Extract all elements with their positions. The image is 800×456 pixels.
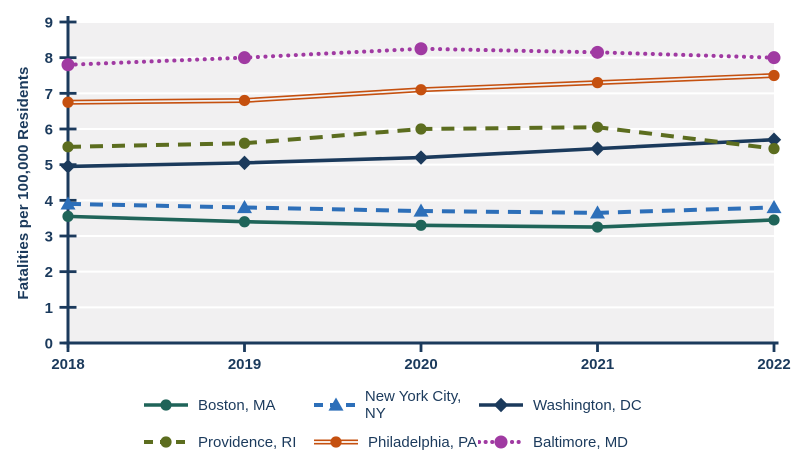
y-tick-label-4: 4 <box>45 193 54 210</box>
x-tick-2019 <box>243 343 246 352</box>
series-marker-providence-ri <box>768 143 780 155</box>
y-tick-1 <box>59 305 77 309</box>
series-marker-baltimore-md <box>494 435 508 449</box>
series-marker-providence-ri <box>62 141 74 153</box>
y-tick-label-3: 3 <box>45 229 53 246</box>
y-tick-label-1: 1 <box>45 300 53 317</box>
y-tick-label-6: 6 <box>45 122 53 139</box>
y-tick-label-8: 8 <box>45 50 53 67</box>
y-tick-label-2: 2 <box>45 264 53 281</box>
x-tick-2020 <box>419 343 423 352</box>
legend-item-washington-dc: Washington, DC <box>478 396 642 414</box>
legend-swatch-washington-dc <box>479 397 523 413</box>
y-tick-label-5: 5 <box>45 157 53 174</box>
series-marker-new-york-city-ny <box>766 199 782 214</box>
series-marker-boston-ma <box>160 399 172 411</box>
x-tick-2021 <box>596 343 599 352</box>
series-marker-new-york-city-ny <box>60 196 76 210</box>
x-tick-label-2019: 2019 <box>228 356 261 373</box>
x-tick-2022 <box>772 343 776 352</box>
series-marker-providence-ri <box>415 123 427 135</box>
series-marker-boston-ma <box>62 210 74 222</box>
series-marker-new-york-city-ny <box>328 397 344 411</box>
series-marker-baltimore-md <box>591 45 604 59</box>
legend-swatch-new-york-city-ny <box>314 397 356 411</box>
series-marker-philadelphia-pa <box>768 69 780 82</box>
legend-swatch-baltimore-md <box>478 435 524 449</box>
series-marker-baltimore-md <box>61 58 75 72</box>
y-tick-label-0: 0 <box>45 336 53 353</box>
legend-label-washington-dc: Washington, DC <box>533 396 642 414</box>
legend-item-new-york-city-ny: New York City, NY <box>313 388 478 422</box>
legend-row-1: Boston, MA New York City, NY Washington, D… <box>143 388 642 422</box>
series-marker-philadelphia-pa <box>591 77 604 89</box>
y-tick-label-7: 7 <box>45 86 53 103</box>
legend-label-philadelphia-pa: Philadelphia, PA <box>368 433 477 451</box>
x-tick-2018 <box>66 343 70 352</box>
series-marker-baltimore-md <box>767 51 781 65</box>
y-tick-8 <box>59 56 77 60</box>
series-marker-providence-ri <box>591 121 604 133</box>
series-marker-philadelphia-pa <box>238 94 251 107</box>
series-marker-washington-dc <box>766 132 782 147</box>
legend-swatch-boston-ma <box>144 399 188 411</box>
y-tick-3 <box>59 234 77 238</box>
series-marker-washington-dc <box>493 397 509 413</box>
series-marker-providence-ri <box>238 137 251 149</box>
series-marker-boston-ma <box>415 219 427 231</box>
series-marker-washington-dc <box>413 150 429 165</box>
y-tick-label-9: 9 <box>45 15 53 32</box>
fatalities-line-chart: 0 1 2 3 4 5 6 7 8 9 2018 2019 2020 2021 2022 <box>45 15 791 374</box>
series-marker-new-york-city-ny <box>590 205 605 219</box>
series-marker-philadelphia-pa <box>62 96 74 108</box>
x-tick-label-2022: 2022 <box>757 356 790 373</box>
series-marker-philadelphia-pa <box>415 84 427 96</box>
x-tick-label-2020: 2020 <box>404 356 437 373</box>
y-tick-6 <box>59 127 77 131</box>
series-marker-new-york-city-ny <box>413 203 429 217</box>
chart-area: Fatalities per 100,000 Residents 0 1 2 3 4 5 6… <box>15 15 791 374</box>
legend-label-boston-ma: Boston, MA <box>198 396 276 414</box>
y-tick-7 <box>59 91 77 95</box>
series-marker-boston-ma <box>238 216 251 228</box>
legend-row-2: Providence, RI Philadelphia, PA Baltimore,… <box>143 433 642 451</box>
y-axis-title: Fatalities per 100,000 Residents <box>15 66 32 300</box>
legend-swatch-providence-ri <box>144 436 188 448</box>
x-tick-label-2021: 2021 <box>581 356 614 373</box>
legend-label-new-york-city-ny: New York City, NY <box>364 388 462 422</box>
series-marker-philadelphia-pa <box>330 436 342 448</box>
legend-item-providence-ri: Providence, RI <box>143 433 313 451</box>
series-marker-boston-ma <box>591 221 604 233</box>
y-tick-2 <box>59 270 77 274</box>
series-marker-new-york-city-ny <box>237 199 252 214</box>
series-marker-washington-dc <box>60 159 76 174</box>
y-tick-9 <box>59 20 77 24</box>
x-tick-label-2018: 2018 <box>51 356 84 373</box>
y-axis-line <box>66 16 70 348</box>
chart-legend: Boston, MA New York City, NY Washington, D… <box>143 388 642 451</box>
series-marker-washington-dc <box>590 141 605 156</box>
legend-swatch-philadelphia-pa <box>314 436 358 448</box>
legend-label-providence-ri: Providence, RI <box>198 433 297 451</box>
legend-item-baltimore-md: Baltimore, MD <box>478 433 628 451</box>
series-marker-boston-ma <box>768 214 780 226</box>
series-marker-washington-dc <box>237 155 252 171</box>
legend-item-philadelphia-pa: Philadelphia, PA <box>313 433 478 451</box>
series-marker-providence-ri <box>160 436 172 448</box>
legend-label-baltimore-md: Baltimore, MD <box>533 433 629 451</box>
series-marker-baltimore-md <box>414 42 428 56</box>
legend-item-boston-ma: Boston, MA <box>143 396 313 414</box>
series-marker-baltimore-md <box>238 51 251 65</box>
plot-background <box>68 22 774 343</box>
